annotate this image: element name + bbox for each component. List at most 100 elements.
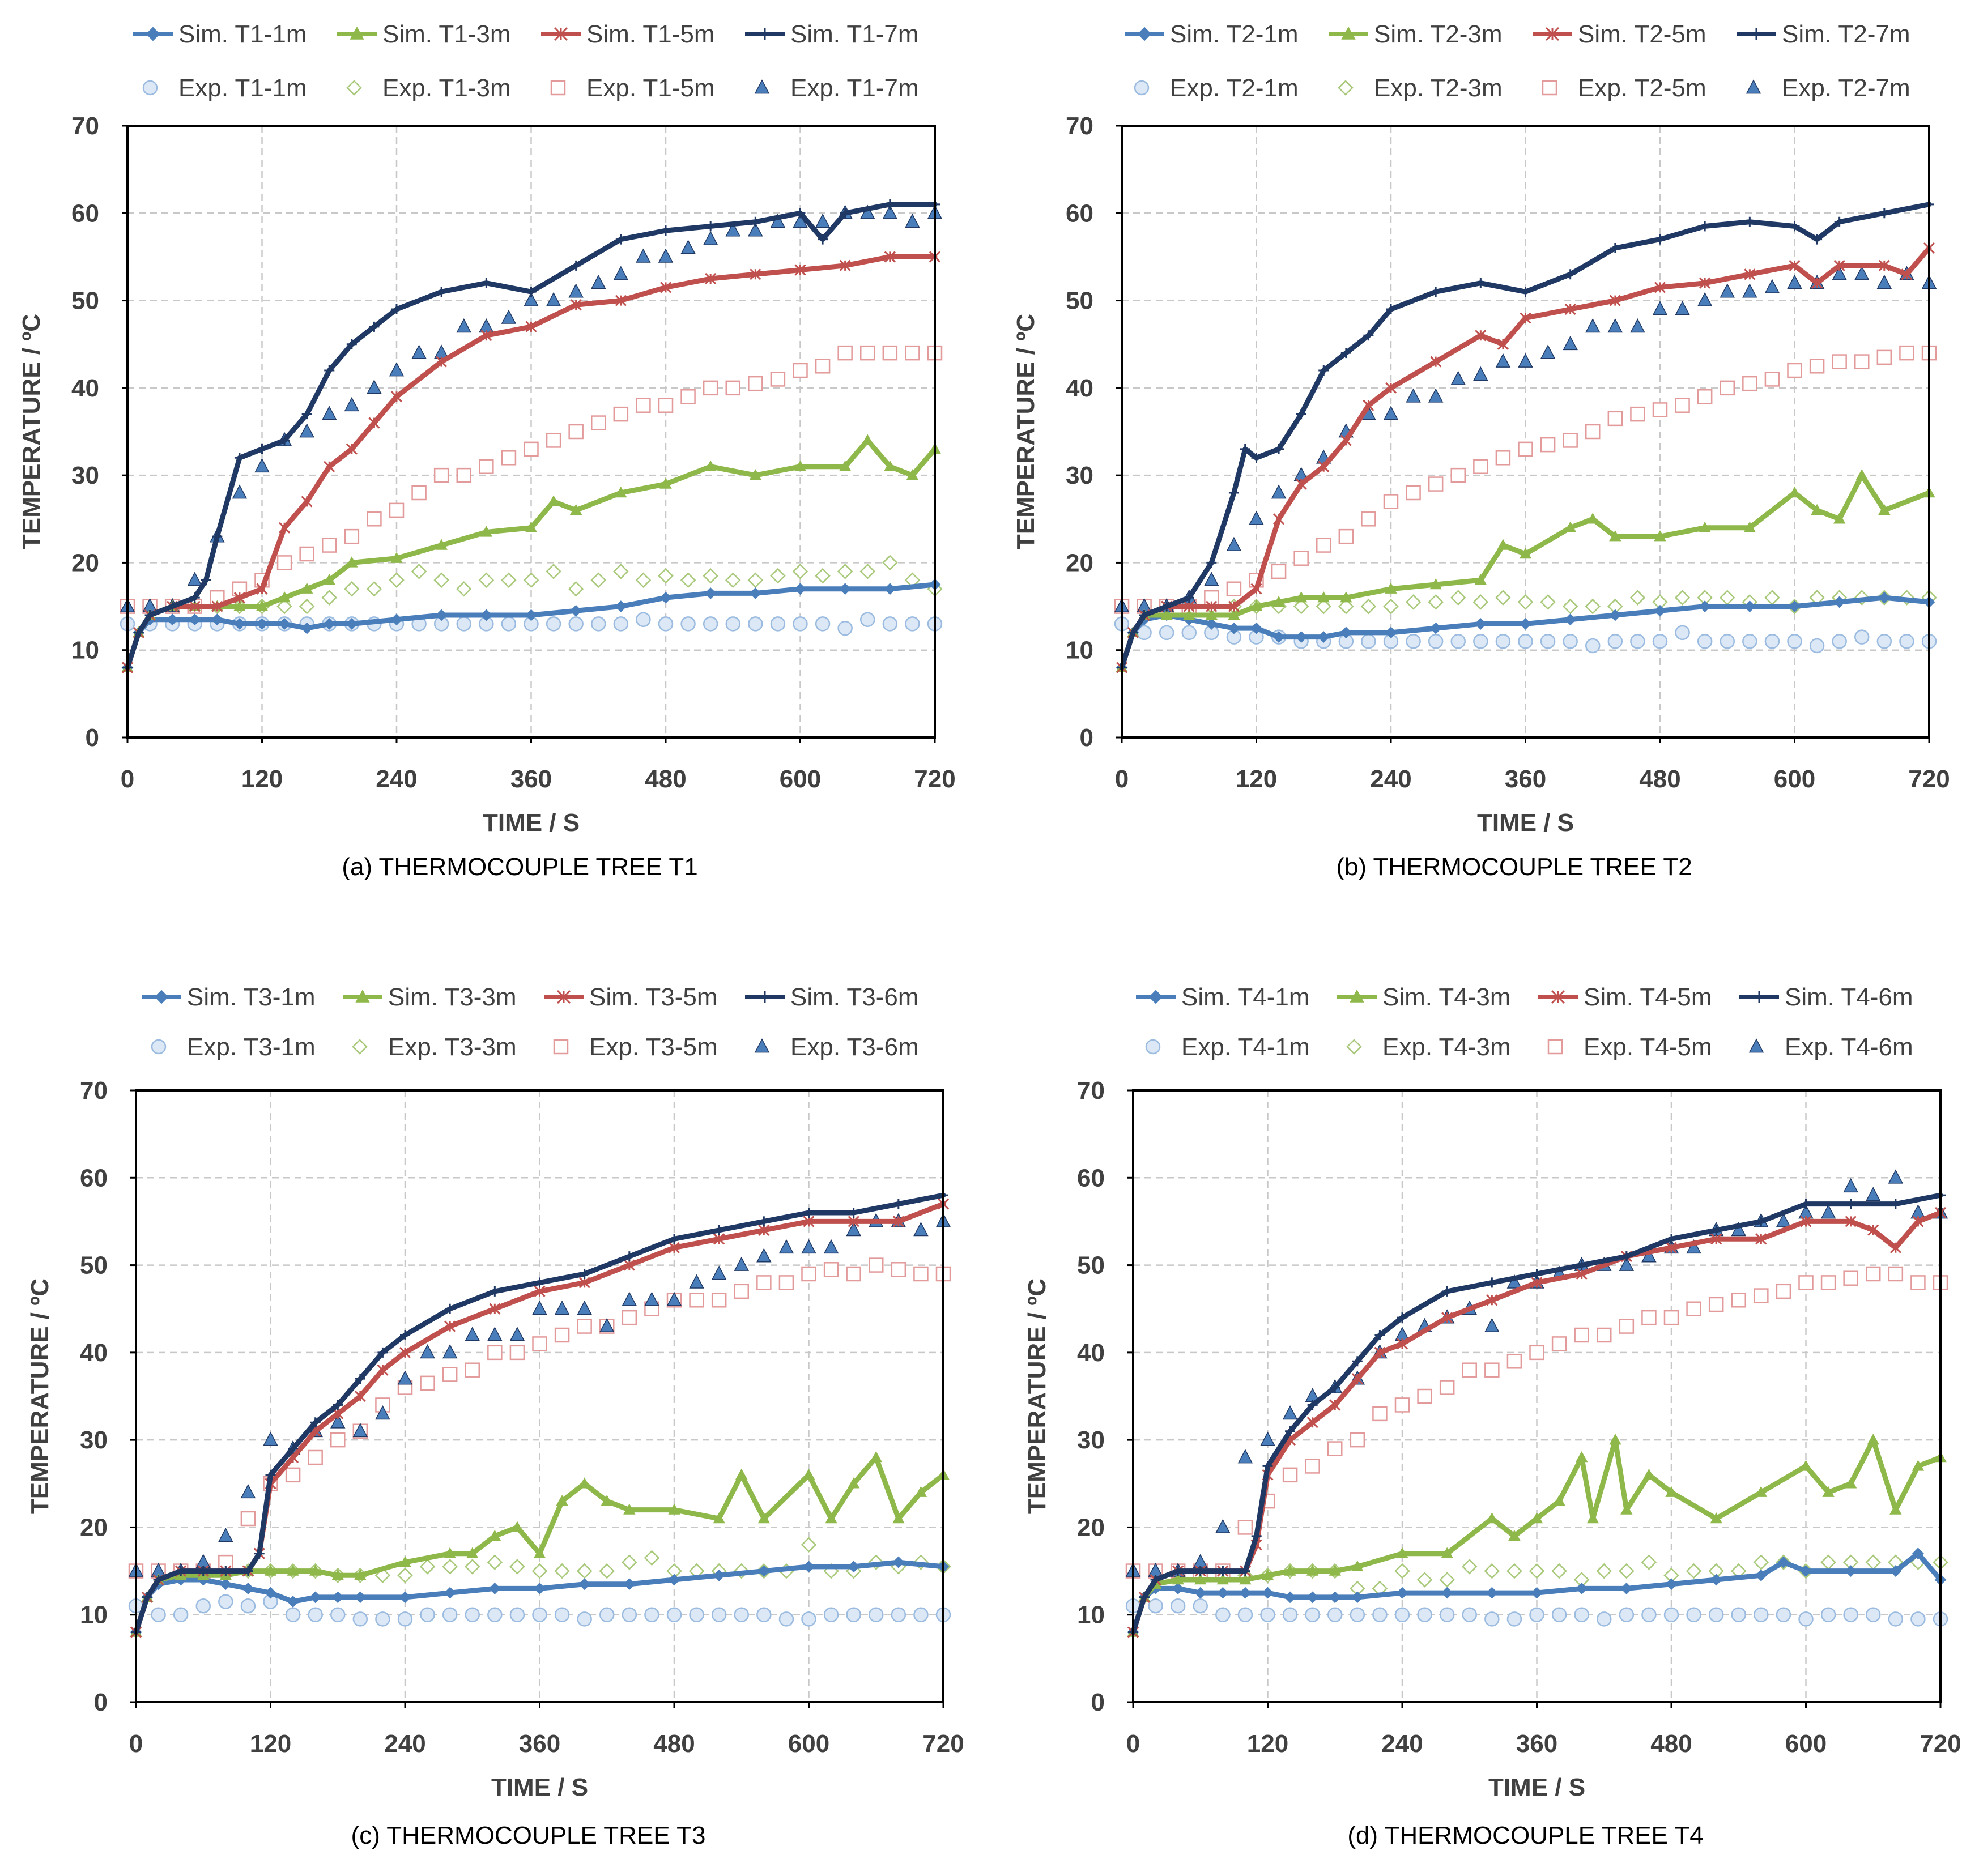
data-point <box>420 1375 435 1391</box>
data-point <box>792 564 808 579</box>
data-point <box>1710 1233 1722 1245</box>
data-point <box>366 581 382 597</box>
data-point <box>1518 634 1533 649</box>
legend-label: Exp. T3-3m <box>388 1033 517 1061</box>
data-point <box>689 1274 704 1289</box>
data-point <box>218 1528 233 1542</box>
data-point <box>1800 1565 1812 1577</box>
data-point <box>1327 1607 1343 1622</box>
data-point <box>1742 376 1757 391</box>
data-point <box>882 345 898 361</box>
data-point <box>368 417 380 429</box>
data-point <box>1172 1583 1184 1594</box>
data-point <box>624 1251 635 1262</box>
data-point <box>860 345 875 361</box>
data-point <box>456 318 471 333</box>
x-tick-label: 360 <box>510 765 552 793</box>
data-point <box>301 622 313 634</box>
data-point <box>770 213 786 228</box>
data-point <box>748 616 763 632</box>
data-point <box>802 1468 815 1480</box>
data-point <box>1529 1607 1544 1622</box>
data-point <box>375 1611 390 1627</box>
data-point <box>1372 1607 1388 1622</box>
legend-marker <box>550 80 566 96</box>
data-point <box>1878 259 1890 271</box>
data-point <box>333 1400 343 1410</box>
data-point <box>579 1269 590 1279</box>
data-point <box>1361 511 1376 527</box>
legend-marker <box>1134 80 1150 96</box>
data-point <box>240 1483 256 1499</box>
data-point <box>571 260 581 271</box>
legend-marker <box>1542 80 1557 96</box>
data-point <box>288 1443 299 1454</box>
data-point <box>1867 1434 1879 1445</box>
data-point <box>1127 627 1138 638</box>
data-point <box>1441 1587 1453 1599</box>
data-point <box>1484 1611 1500 1627</box>
data-point <box>546 616 561 632</box>
data-point <box>659 591 672 604</box>
data-point <box>1666 1234 1676 1244</box>
data-point <box>725 616 740 632</box>
data-point <box>815 213 831 228</box>
data-point <box>848 1561 860 1573</box>
data-point <box>734 1256 749 1271</box>
data-point <box>1699 521 1711 532</box>
legend-label: Exp. T3-1m <box>187 1033 316 1061</box>
data-point <box>176 1566 186 1576</box>
data-point <box>869 1257 884 1273</box>
data-point <box>1619 1563 1635 1579</box>
data-point <box>1318 365 1329 376</box>
data-point <box>1621 1251 1632 1262</box>
y-tick-label: 10 <box>1066 637 1093 664</box>
data-point <box>525 521 538 532</box>
data-point <box>749 587 761 599</box>
legend-label: Sim. T1-7m <box>790 20 919 48</box>
data-point <box>1338 598 1354 615</box>
data-point <box>734 1607 749 1622</box>
data-point <box>1520 287 1531 297</box>
y-tick-label: 50 <box>71 287 99 315</box>
data-point <box>1441 1547 1453 1558</box>
x-tick-label: 240 <box>1370 765 1411 793</box>
data-point <box>331 1591 344 1604</box>
data-point <box>1619 1607 1635 1622</box>
data-point <box>801 1266 816 1282</box>
data-point <box>1228 622 1240 634</box>
data-point <box>344 528 360 544</box>
data-point <box>1878 591 1891 604</box>
legend-entry: Exp. T1-7m <box>754 74 919 102</box>
data-point <box>1700 221 1710 232</box>
data-point <box>576 1563 593 1579</box>
legend-marker <box>554 27 568 41</box>
data-point <box>1776 1213 1791 1227</box>
data-point <box>487 1607 503 1622</box>
chart-title: (d) THERMOCOUPLE TREE T4 <box>1347 1822 1703 1849</box>
data-point <box>1472 594 1489 610</box>
data-point <box>1641 1248 1657 1263</box>
data-point <box>1833 596 1846 608</box>
data-point <box>479 459 494 474</box>
data-point <box>1329 1591 1341 1604</box>
series-exp-t1-7m <box>120 204 943 612</box>
data-point <box>1228 488 1239 498</box>
data-point <box>1686 1239 1701 1254</box>
y-tick-label: 0 <box>1080 724 1093 752</box>
x-tick-label: 240 <box>1381 1730 1423 1758</box>
data-point <box>1889 1242 1901 1253</box>
data-point <box>892 1216 904 1227</box>
data-point <box>1755 1569 1767 1581</box>
data-point <box>330 1414 346 1429</box>
legend-marker <box>1346 1039 1362 1055</box>
y-axis-label: TEMPERATURE / ºC <box>18 314 45 549</box>
data-point <box>644 1550 660 1566</box>
data-point <box>534 1583 546 1594</box>
data-point <box>1641 1607 1657 1622</box>
data-point <box>308 1449 323 1465</box>
data-point <box>1620 1503 1633 1515</box>
data-point <box>704 587 717 599</box>
data-point <box>1495 450 1511 466</box>
x-tick-label: 600 <box>788 1730 829 1758</box>
